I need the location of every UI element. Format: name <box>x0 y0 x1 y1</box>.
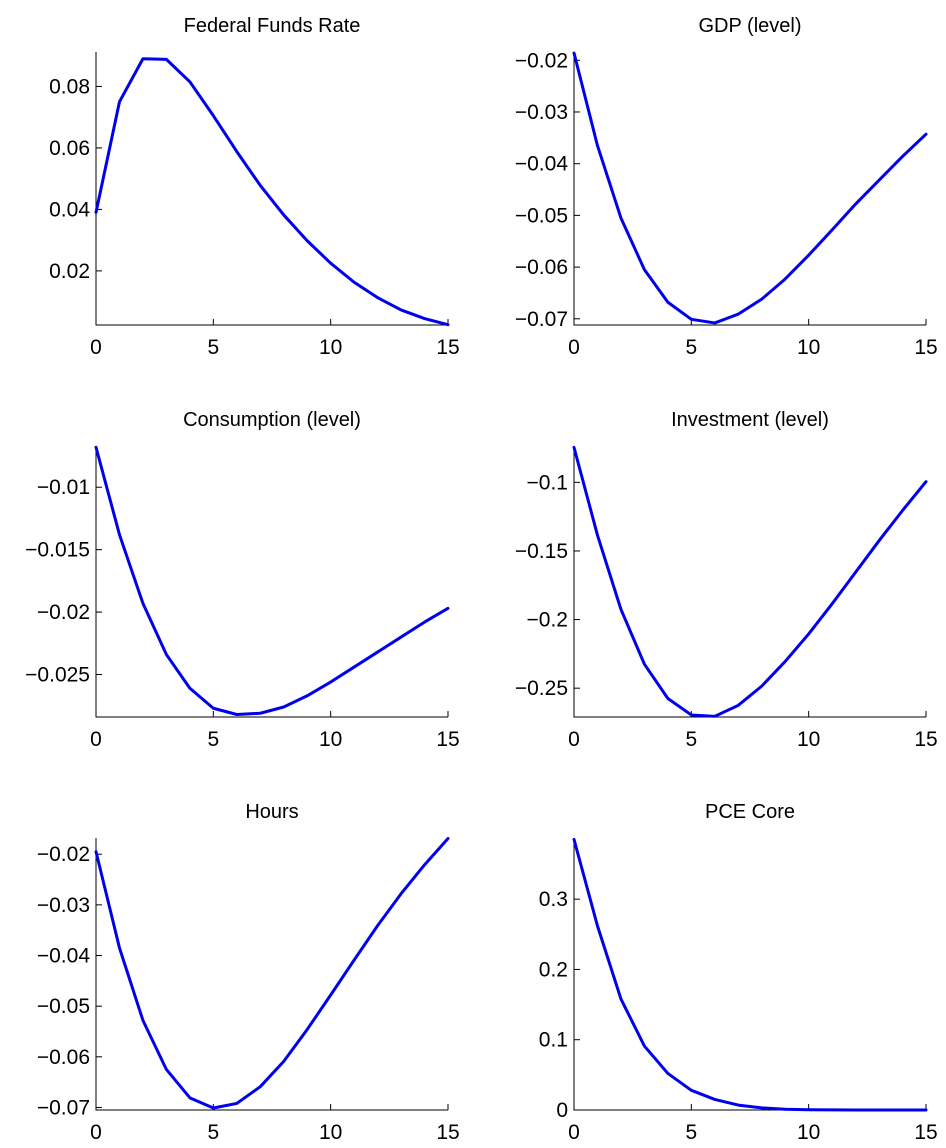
panel-title: Investment (level) <box>671 409 829 431</box>
y-tick-label: 0.08 <box>49 75 90 98</box>
y-tick-label: −0.04 <box>37 945 90 968</box>
panel-title: PCE Core <box>705 801 795 823</box>
y-tick-label: −0.25 <box>515 677 568 700</box>
panel-2: Consumption (level) 0 5 10 15 −0.01 −0.015 −0.0… <box>25 409 460 751</box>
series-line <box>572 837 928 1112</box>
panel-3: Investment (level) 0 5 10 15 −0.1 −0.15 −0.2 −0.… <box>515 409 938 751</box>
x-tick-label: 15 <box>436 1121 459 1144</box>
series-line <box>94 445 450 716</box>
series-line <box>572 51 928 325</box>
y-tick-label: 0.06 <box>49 137 90 160</box>
y-tick-label: −0.06 <box>515 256 568 279</box>
y-tick-label: −0.1 <box>527 471 568 494</box>
x-tick-label: 0 <box>90 728 102 751</box>
y-tick-label: −0.05 <box>515 204 568 227</box>
y-tick-label: −0.03 <box>37 894 90 917</box>
x-tick-label: 15 <box>436 336 459 359</box>
axis-lines <box>95 838 448 1111</box>
panel-title: Federal Funds Rate <box>184 15 361 37</box>
y-tick-label: 0.04 <box>49 198 90 221</box>
axis-lines <box>573 446 926 718</box>
x-tick-label: 5 <box>685 1121 697 1144</box>
series-line <box>572 445 928 718</box>
y-tick-label: 0.02 <box>49 260 90 283</box>
panel-1: GDP (level) 0 5 10 15 −0.02 −0.03 −0.04 −0.05 −0.… <box>515 15 938 359</box>
x-tick-label: 15 <box>436 728 459 751</box>
x-tick-label: 15 <box>914 336 937 359</box>
y-tick-label: −0.07 <box>515 308 568 331</box>
x-tick-label: 5 <box>207 336 219 359</box>
y-tick-label: −0.04 <box>515 153 568 176</box>
axis-lines <box>573 52 926 326</box>
y-tick-label: −0.02 <box>37 601 90 624</box>
x-tick-label: 15 <box>914 1121 937 1144</box>
y-tick-label: 0 <box>556 1099 568 1122</box>
x-tick-label: 10 <box>797 728 820 751</box>
x-tick-label: 5 <box>685 336 697 359</box>
x-tick-label: 5 <box>685 728 697 751</box>
panel-title: Consumption (level) <box>183 409 361 431</box>
y-tick-label: −0.01 <box>37 476 90 499</box>
x-tick-label: 0 <box>90 336 102 359</box>
panel-title: Hours <box>245 801 298 823</box>
panel-5: PCE Core 0 5 10 15 0 0.1 0.2 0.3 <box>539 801 938 1144</box>
y-tick-label: −0.025 <box>25 664 90 687</box>
x-tick-label: 5 <box>207 728 219 751</box>
x-tick-label: 5 <box>207 1121 219 1144</box>
x-tick-label: 0 <box>90 1121 102 1144</box>
y-tick-label: 0.1 <box>539 1029 568 1052</box>
axis-lines <box>95 52 448 326</box>
series-line <box>94 57 450 327</box>
x-tick-label: 10 <box>797 336 820 359</box>
y-tick-label: −0.03 <box>515 101 568 124</box>
y-tick-label: −0.15 <box>515 540 568 563</box>
x-tick-label: 0 <box>568 1121 580 1144</box>
y-tick-label: −0.05 <box>37 995 90 1018</box>
x-tick-label: 10 <box>319 728 342 751</box>
series-line <box>94 837 450 1110</box>
x-tick-label: 15 <box>914 728 937 751</box>
y-tick-label: −0.02 <box>37 843 90 866</box>
y-tick-label: −0.02 <box>515 49 568 72</box>
x-tick-label: 0 <box>568 728 580 751</box>
y-tick-label: −0.07 <box>37 1096 90 1119</box>
axis-lines <box>573 838 926 1111</box>
x-tick-label: 10 <box>319 336 342 359</box>
axis-lines <box>95 446 448 718</box>
y-tick-label: 0.3 <box>539 888 568 911</box>
panel-0: Federal Funds Rate 0 5 10 15 0.02 0.04 0.06 0.08 <box>49 15 460 359</box>
y-tick-label: 0.2 <box>539 958 568 981</box>
y-tick-label: −0.06 <box>37 1046 90 1069</box>
x-tick-label: 0 <box>568 336 580 359</box>
y-tick-label: −0.015 <box>25 539 90 562</box>
x-tick-label: 10 <box>797 1121 820 1144</box>
y-tick-label: −0.2 <box>527 609 568 632</box>
x-tick-label: 10 <box>319 1121 342 1144</box>
panel-title: GDP (level) <box>699 15 802 37</box>
panel-4: Hours 0 5 10 15 −0.02 −0.03 −0.04 −0.05 −0.06 −0.0… <box>37 801 460 1144</box>
